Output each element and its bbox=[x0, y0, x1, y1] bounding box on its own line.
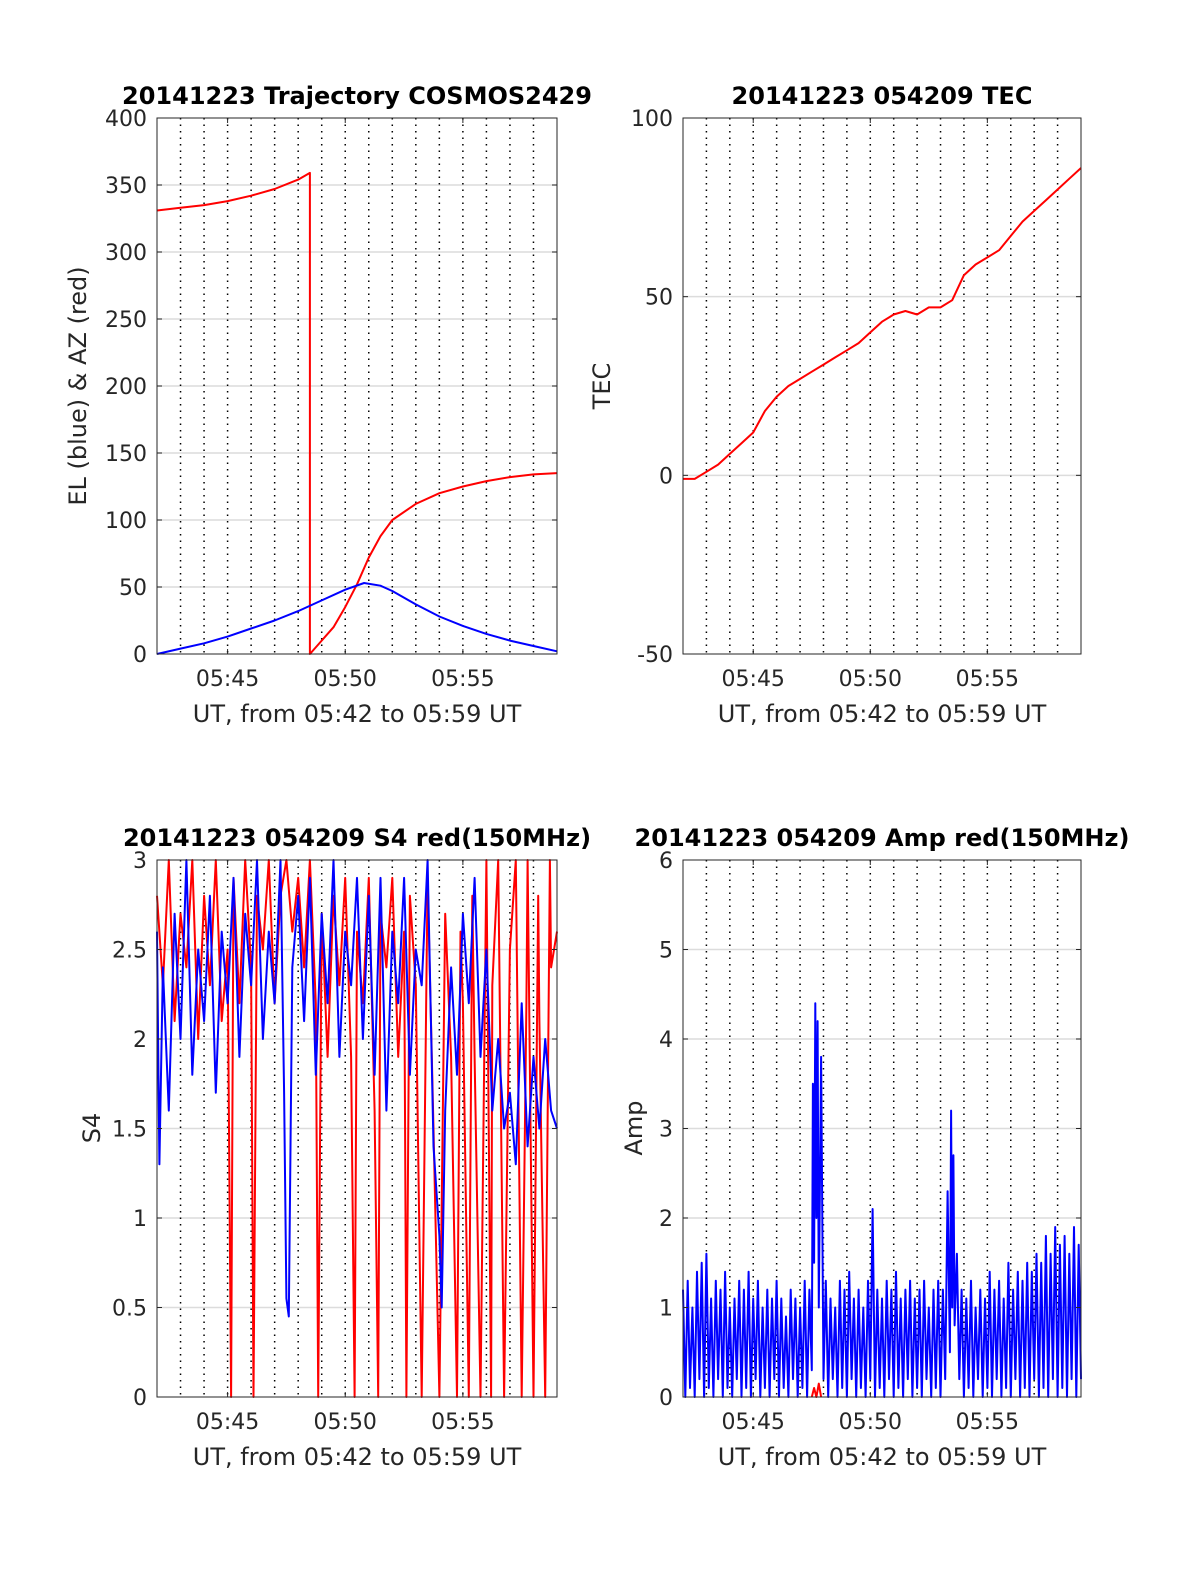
amp-xtick-label-0: 05:45 bbox=[722, 1410, 785, 1435]
s4-ytick-label-2: 1 bbox=[133, 1207, 147, 1232]
s4-title: 20141223 054209 S4 red(150MHz) bbox=[123, 824, 591, 852]
s4-xtick-label-1: 05:50 bbox=[314, 1410, 377, 1435]
trajectory-ylabel: EL (blue) & AZ (red) bbox=[64, 266, 92, 505]
tec-chart: -50 0 50 100 05:45 05:50 05:55 20141223 054209… bbox=[588, 82, 1082, 728]
trajectory-ytick-label-1: 50 bbox=[119, 576, 147, 601]
tec-xlabel: UT, from 05:42 to 05:59 UT bbox=[718, 700, 1047, 728]
s4-series-red bbox=[156, 859, 558, 1398]
tec-ytick-label-3: 100 bbox=[631, 107, 673, 132]
s4-chart: 0 0.5 1 1.5 2 2.5 3 05:45 05:50 05:55 20141223 05… bbox=[78, 824, 591, 1471]
amp-series-blue bbox=[682, 1002, 1082, 1398]
tec-xtick-label-2: 05:55 bbox=[956, 667, 1019, 692]
trajectory-xtick-label-2: 05:55 bbox=[431, 667, 494, 692]
amp-xtick-label-1: 05:50 bbox=[839, 1410, 902, 1435]
amp-ytick-label-1: 1 bbox=[659, 1297, 673, 1322]
s4-xtick-label-0: 05:45 bbox=[196, 1410, 259, 1435]
tec-series-tec bbox=[683, 167, 1082, 480]
amp-xtick-label-2: 05:55 bbox=[956, 1410, 1019, 1435]
s4-ytick-label-6: 3 bbox=[133, 849, 147, 874]
amp-chart: 0 1 2 3 4 5 6 05:45 05:50 05:55 20141223 054209 A… bbox=[620, 824, 1129, 1471]
amp-xlabel: UT, from 05:42 to 05:59 UT bbox=[718, 1443, 1047, 1471]
s4-ylabel: S4 bbox=[78, 1113, 106, 1144]
tec-xtick-label-0: 05:45 bbox=[722, 667, 785, 692]
tec-axes-box bbox=[682, 117, 1082, 655]
trajectory-xtick-label-1: 05:50 bbox=[314, 667, 377, 692]
amp-ytick-label-5: 5 bbox=[659, 939, 673, 964]
s4-ytick-label-1: 0.5 bbox=[112, 1297, 147, 1322]
trajectory-ytick-label-5: 250 bbox=[105, 308, 147, 333]
amp-ytick-label-2: 2 bbox=[659, 1207, 673, 1232]
trajectory-ytick-label-7: 350 bbox=[105, 174, 147, 199]
trajectory-ytick-label-8: 400 bbox=[105, 107, 147, 132]
amp-ytick-label-6: 6 bbox=[659, 849, 673, 874]
tec-title: 20141223 054209 TEC bbox=[732, 82, 1033, 110]
tec-ytick-label-2: 50 bbox=[645, 286, 673, 311]
s4-series-blue bbox=[156, 859, 558, 1318]
tec-plot-area bbox=[683, 118, 1081, 654]
tec-xtick-label-1: 05:50 bbox=[839, 667, 902, 692]
trajectory-series-el bbox=[156, 582, 558, 655]
trajectory-xtick-label-0: 05:45 bbox=[196, 667, 259, 692]
trajectory-ytick-label-4: 200 bbox=[105, 375, 147, 400]
amp-ytick-label-0: 0 bbox=[659, 1386, 673, 1411]
s4-xlabel: UT, from 05:42 to 05:59 UT bbox=[193, 1443, 522, 1471]
tec-ylabel: TEC bbox=[588, 363, 616, 411]
amp-ylabel: Amp bbox=[620, 1100, 648, 1155]
trajectory-ytick-label-0: 0 bbox=[133, 643, 147, 668]
trajectory-xlabel: UT, from 05:42 to 05:59 UT bbox=[193, 700, 522, 728]
tec-ytick-label-1: 0 bbox=[659, 464, 673, 489]
s4-ytick-label-3: 1.5 bbox=[112, 1118, 147, 1143]
amp-ytick-label-4: 4 bbox=[659, 1028, 673, 1053]
trajectory-ytick-label-6: 300 bbox=[105, 241, 147, 266]
s4-ytick-label-0: 0 bbox=[133, 1386, 147, 1411]
s4-ytick-label-4: 2 bbox=[133, 1028, 147, 1053]
amp-title: 20141223 054209 Amp red(150MHz) bbox=[635, 824, 1130, 852]
trajectory-title: 20141223 Trajectory COSMOS2429 bbox=[122, 82, 592, 110]
s4-xtick-label-2: 05:55 bbox=[431, 1410, 494, 1435]
trajectory-series-az bbox=[156, 171, 558, 655]
trajectory-ytick-label-2: 100 bbox=[105, 509, 147, 534]
amp-ytick-label-3: 3 bbox=[659, 1118, 673, 1143]
s4-ytick-label-5: 2.5 bbox=[112, 939, 147, 964]
trajectory-ytick-label-3: 150 bbox=[105, 442, 147, 467]
tec-ytick-label-0: -50 bbox=[637, 643, 673, 668]
